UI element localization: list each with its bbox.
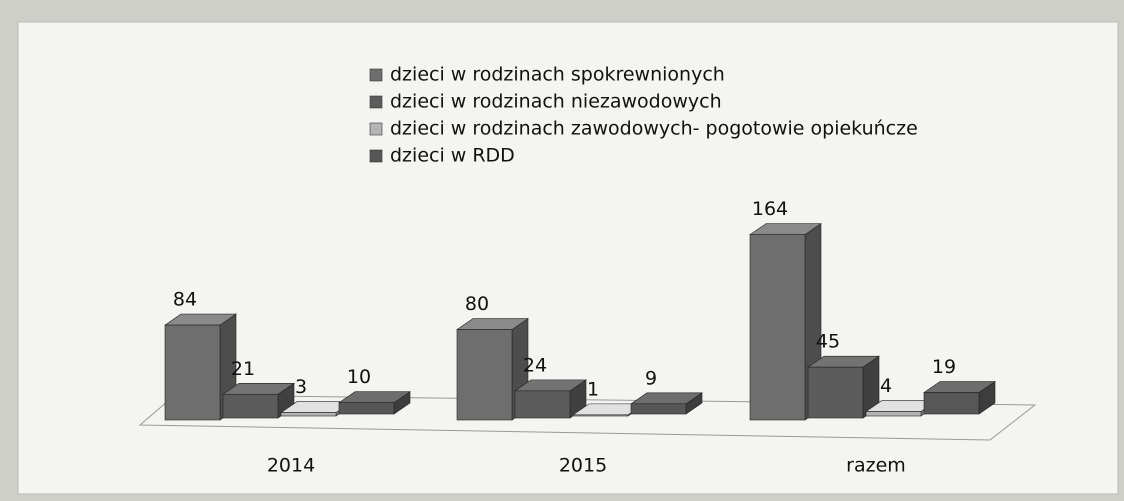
value-label: 9 [645, 367, 657, 389]
value-label: 164 [752, 198, 788, 220]
x-tick-label: 2015 [559, 455, 607, 477]
legend-swatch [369, 122, 383, 136]
legend-label: dzieci w rodzinach zawodowych- pogotowie… [390, 118, 918, 140]
value-label: 24 [523, 354, 547, 376]
value-label: 3 [295, 376, 307, 398]
bar [456, 329, 513, 421]
legend-label: dzieci w RDD [390, 145, 515, 167]
value-label: 21 [231, 358, 255, 380]
bar [865, 411, 922, 417]
bar [280, 412, 337, 417]
legend-swatch [369, 68, 383, 82]
x-tick-label: razem [846, 455, 906, 477]
x-tick-label: 2014 [267, 455, 315, 477]
bar [514, 390, 571, 419]
floor [138, 394, 1037, 441]
value-label: 84 [173, 289, 197, 311]
legend-label: dzieci w rodzinach niezawodowych [390, 91, 722, 113]
bar [749, 234, 806, 421]
legend-swatch [369, 149, 383, 163]
bar [923, 392, 980, 415]
value-label: 80 [465, 293, 489, 315]
legend-label: dzieci w rodzinach spokrewnionych [390, 64, 725, 86]
bar [222, 393, 279, 419]
legend-swatch [369, 95, 383, 109]
bar [807, 366, 864, 419]
bar [630, 403, 687, 415]
value-label: 4 [880, 375, 892, 397]
value-label: 45 [816, 331, 840, 353]
value-label: 1 [587, 378, 599, 400]
value-label: 19 [932, 356, 956, 378]
bar [572, 414, 629, 417]
value-label: 10 [347, 366, 371, 388]
bar [164, 324, 221, 421]
bar [338, 402, 395, 415]
